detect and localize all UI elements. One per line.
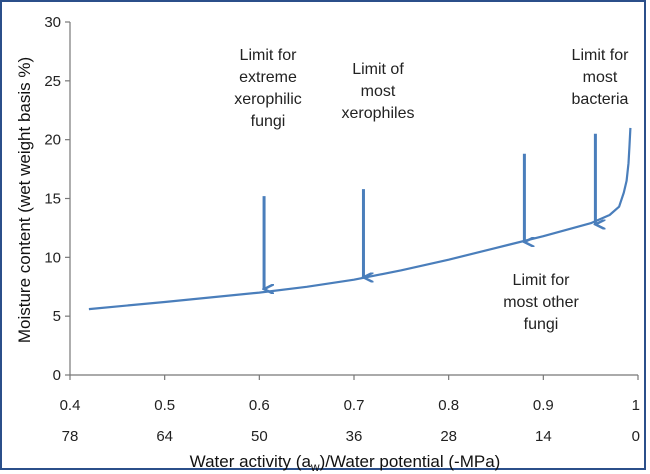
x-tick-label-aw: 1 — [632, 397, 640, 414]
x-tick-label-mpa: 14 — [535, 428, 552, 445]
x-tick-label-aw: 0.7 — [344, 397, 365, 414]
x-tick-label-aw: 0.9 — [533, 397, 554, 414]
x-axis-title-prefix: Water activity (a — [190, 452, 312, 471]
limit-annotation: Limit for extreme xerophilic fungi — [234, 47, 302, 130]
y-tick-label: 30 — [44, 14, 61, 31]
x-tick-label-aw: 0.6 — [249, 397, 270, 414]
x-tick-label-aw: 0.8 — [438, 397, 459, 414]
x-tick-label-mpa: 78 — [62, 428, 79, 445]
y-tick-label: 20 — [44, 132, 61, 149]
limit-annotation-line: Limit for — [572, 47, 630, 64]
limit-annotation-line: xerophiles — [342, 105, 415, 122]
limit-annotation-line: most other — [503, 294, 579, 311]
limit-annotation-line: most — [361, 83, 396, 100]
ticks-group: 0510152025300.4780.5640.6500.7360.8280.9… — [44, 14, 640, 445]
limit-annotation: Limit of most xerophiles — [342, 61, 415, 122]
y-tick-label: 15 — [44, 191, 61, 208]
x-tick-label-mpa: 28 — [440, 428, 457, 445]
limit-annotation-line: bacteria — [572, 91, 629, 108]
limit-annotation-line: fungi — [524, 316, 559, 333]
limit-annotation-line: extreme — [239, 69, 297, 86]
x-tick-label-mpa: 50 — [251, 428, 268, 445]
x-tick-label-aw: 0.4 — [60, 397, 81, 414]
limit-annotation-line: Limit of — [352, 61, 404, 78]
y-axis-title: Moisture content (wet weight basis %) — [15, 57, 34, 343]
y-tick-label: 10 — [44, 249, 61, 266]
moisture-curve — [88, 127, 632, 311]
limit-annotation: Limit for most other fungi — [503, 272, 579, 333]
x-axis-title-suffix: )/Water potential (-MPa) — [320, 452, 501, 471]
series-group — [88, 127, 632, 311]
y-tick-label: 5 — [53, 308, 61, 325]
x-axis-title: Water activity (aw)/Water potential (-MP… — [190, 452, 501, 474]
x-tick-label-mpa: 36 — [346, 428, 363, 445]
limit-annotation-line: Limit for — [240, 47, 298, 64]
y-tick-label: 25 — [44, 73, 61, 90]
limit-annotation-line: most — [583, 69, 618, 86]
limit-annotation-line: Limit for — [513, 272, 571, 289]
x-axis-title-subscript: w — [310, 460, 320, 474]
x-tick-label-mpa: 64 — [156, 428, 173, 445]
limit-annotation-line: fungi — [251, 113, 286, 130]
limit-annotation: Limit for most bacteria — [572, 47, 630, 108]
x-tick-label-aw: 0.5 — [154, 397, 175, 414]
limit-annotation-line: xerophilic — [234, 91, 302, 108]
y-tick-label: 0 — [53, 367, 61, 384]
annotations-group: Limit for extreme xerophilic fungi Limit of m… — [234, 47, 629, 333]
x-tick-label-mpa: 0 — [632, 428, 640, 445]
